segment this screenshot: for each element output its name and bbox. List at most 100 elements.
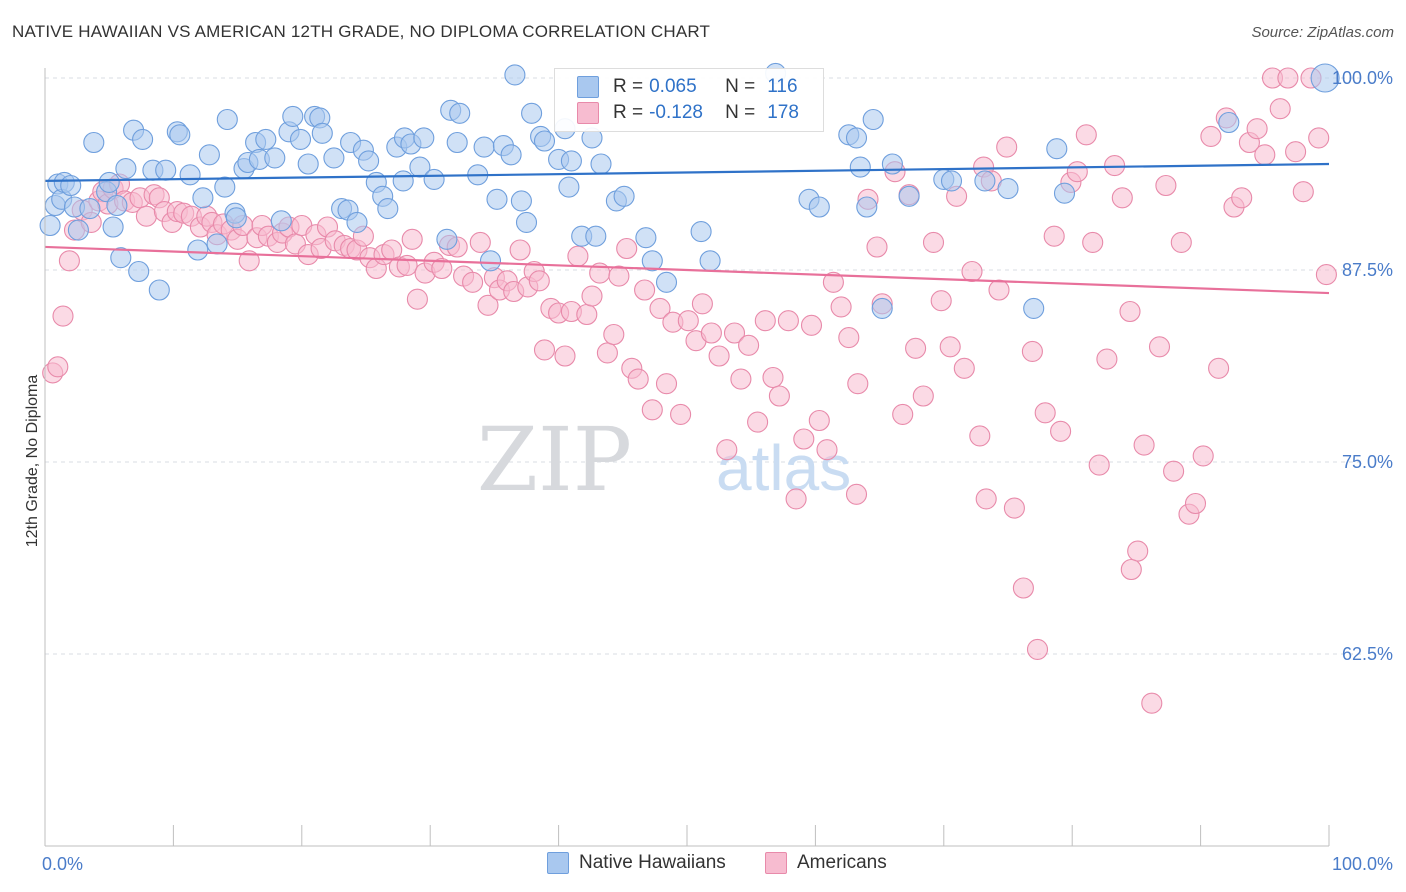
native-hawaiian-point bbox=[83, 131, 105, 154]
american-point bbox=[567, 245, 589, 267]
american-point bbox=[939, 336, 961, 358]
native-hawaiian-point bbox=[641, 250, 663, 272]
native-hawaiian-point bbox=[377, 198, 399, 220]
native-hawaiian-point bbox=[423, 168, 445, 190]
american-point bbox=[616, 237, 638, 260]
trend-lines bbox=[44, 162, 1330, 295]
native-hawaiian-point bbox=[510, 190, 532, 212]
n-label: N = bbox=[725, 76, 756, 97]
american-point bbox=[1003, 497, 1025, 519]
stats-row-native-hawaiians: R = 0.065 N = 116 bbox=[577, 76, 798, 98]
native-hawaiian-point bbox=[515, 211, 538, 233]
native-hawaiian-point bbox=[486, 188, 508, 210]
native-hawaiian-point bbox=[216, 108, 238, 131]
native-hawaiian-point bbox=[558, 176, 580, 198]
american-point bbox=[747, 411, 769, 433]
native-hawaiian-point bbox=[106, 194, 128, 217]
native-hawaiian-point bbox=[500, 144, 522, 166]
american-point bbox=[509, 239, 531, 261]
american-point bbox=[866, 236, 888, 258]
american-point bbox=[596, 342, 618, 364]
american-point bbox=[603, 323, 625, 346]
american-point bbox=[406, 288, 428, 310]
native-hawaiians-swatch bbox=[577, 76, 599, 98]
american-point bbox=[1208, 357, 1230, 379]
americans-trend-line bbox=[44, 245, 1330, 295]
gridlines bbox=[45, 77, 1365, 655]
american-point bbox=[1111, 187, 1133, 209]
american-point bbox=[1127, 540, 1149, 562]
native-hawaiian-point bbox=[206, 233, 228, 255]
american-point bbox=[1082, 231, 1104, 253]
native-hawaiian-point bbox=[504, 64, 526, 86]
x-tick-labels: 0.0% 100.0% bbox=[42, 854, 1393, 874]
native-hawaiian-point bbox=[1046, 138, 1068, 160]
y-tick-label: 100.0% bbox=[1332, 68, 1393, 88]
native-hawaiian-point bbox=[613, 185, 635, 207]
american-point bbox=[905, 337, 927, 359]
american-point bbox=[892, 403, 914, 425]
american-point bbox=[47, 356, 69, 378]
american-point bbox=[135, 205, 157, 227]
american-point bbox=[691, 293, 713, 315]
american-point bbox=[1292, 181, 1314, 203]
native-hawaiian-point bbox=[110, 247, 132, 269]
native-hawaiian-point bbox=[997, 178, 1019, 200]
american-point bbox=[838, 327, 860, 349]
american-point bbox=[1148, 336, 1171, 358]
series-legend: Native Hawaiians Americans bbox=[0, 852, 1406, 878]
native-hawaiian-point bbox=[323, 147, 345, 169]
legend-label: Native Hawaiians bbox=[579, 852, 726, 873]
native-hawaiian-point bbox=[358, 150, 380, 172]
y-tick-labels: 100.0% 87.5% 75.0% 62.5% bbox=[1332, 68, 1393, 664]
native-hawaiian-point bbox=[311, 122, 333, 144]
american-point bbox=[785, 488, 807, 510]
american-point bbox=[469, 231, 491, 253]
r-value: -0.128 bbox=[649, 102, 703, 123]
american-point bbox=[754, 310, 776, 332]
native-hawaiian-point bbox=[79, 198, 101, 220]
native-hawaiian-point bbox=[98, 171, 120, 193]
native-hawaiian-point bbox=[264, 147, 286, 169]
x-tick-label: 0.0% bbox=[42, 854, 83, 874]
american-point bbox=[401, 228, 423, 250]
american-point bbox=[1141, 692, 1163, 714]
american-point bbox=[1163, 460, 1185, 482]
american-point bbox=[431, 257, 453, 280]
american-point bbox=[716, 439, 738, 461]
y-tick-label: 75.0% bbox=[1342, 452, 1393, 472]
american-point bbox=[1133, 434, 1155, 456]
blue-points bbox=[39, 62, 1340, 319]
native-hawaiian-point bbox=[132, 128, 154, 150]
american-point bbox=[576, 303, 598, 326]
american-point bbox=[627, 368, 649, 390]
native-hawaiian-point bbox=[413, 127, 435, 149]
stats-legend: R = 0.065 N = 116 R = -0.128 N = 178 bbox=[554, 68, 824, 132]
american-point bbox=[1066, 161, 1088, 183]
american-point bbox=[816, 439, 838, 461]
axes bbox=[44, 68, 1330, 847]
american-point bbox=[533, 339, 556, 361]
native-hawaiian-point bbox=[1053, 182, 1076, 204]
american-point bbox=[1021, 340, 1043, 362]
native-hawaiian-point bbox=[473, 136, 495, 158]
native-hawaiian-point bbox=[808, 196, 830, 218]
americans-swatch bbox=[765, 852, 787, 874]
american-point bbox=[738, 334, 760, 356]
american-point bbox=[793, 428, 815, 450]
american-point bbox=[1026, 638, 1049, 660]
r-value: 0.065 bbox=[649, 76, 697, 97]
native-hawaiian-point bbox=[155, 159, 177, 181]
american-point bbox=[1308, 127, 1330, 149]
legend-item-native-hawaiians: Native Hawaiians bbox=[547, 852, 726, 874]
native-hawaiian-point bbox=[1310, 63, 1340, 93]
american-point bbox=[777, 310, 799, 332]
american-point bbox=[1315, 264, 1337, 286]
american-point bbox=[1043, 225, 1065, 247]
native-hawaiian-point bbox=[148, 279, 170, 301]
native-hawaiian-point bbox=[845, 127, 868, 149]
native-hawaiian-point bbox=[115, 158, 137, 180]
american-point bbox=[1050, 420, 1072, 442]
native-hawaiian-point bbox=[187, 239, 209, 261]
american-point bbox=[1119, 300, 1141, 323]
